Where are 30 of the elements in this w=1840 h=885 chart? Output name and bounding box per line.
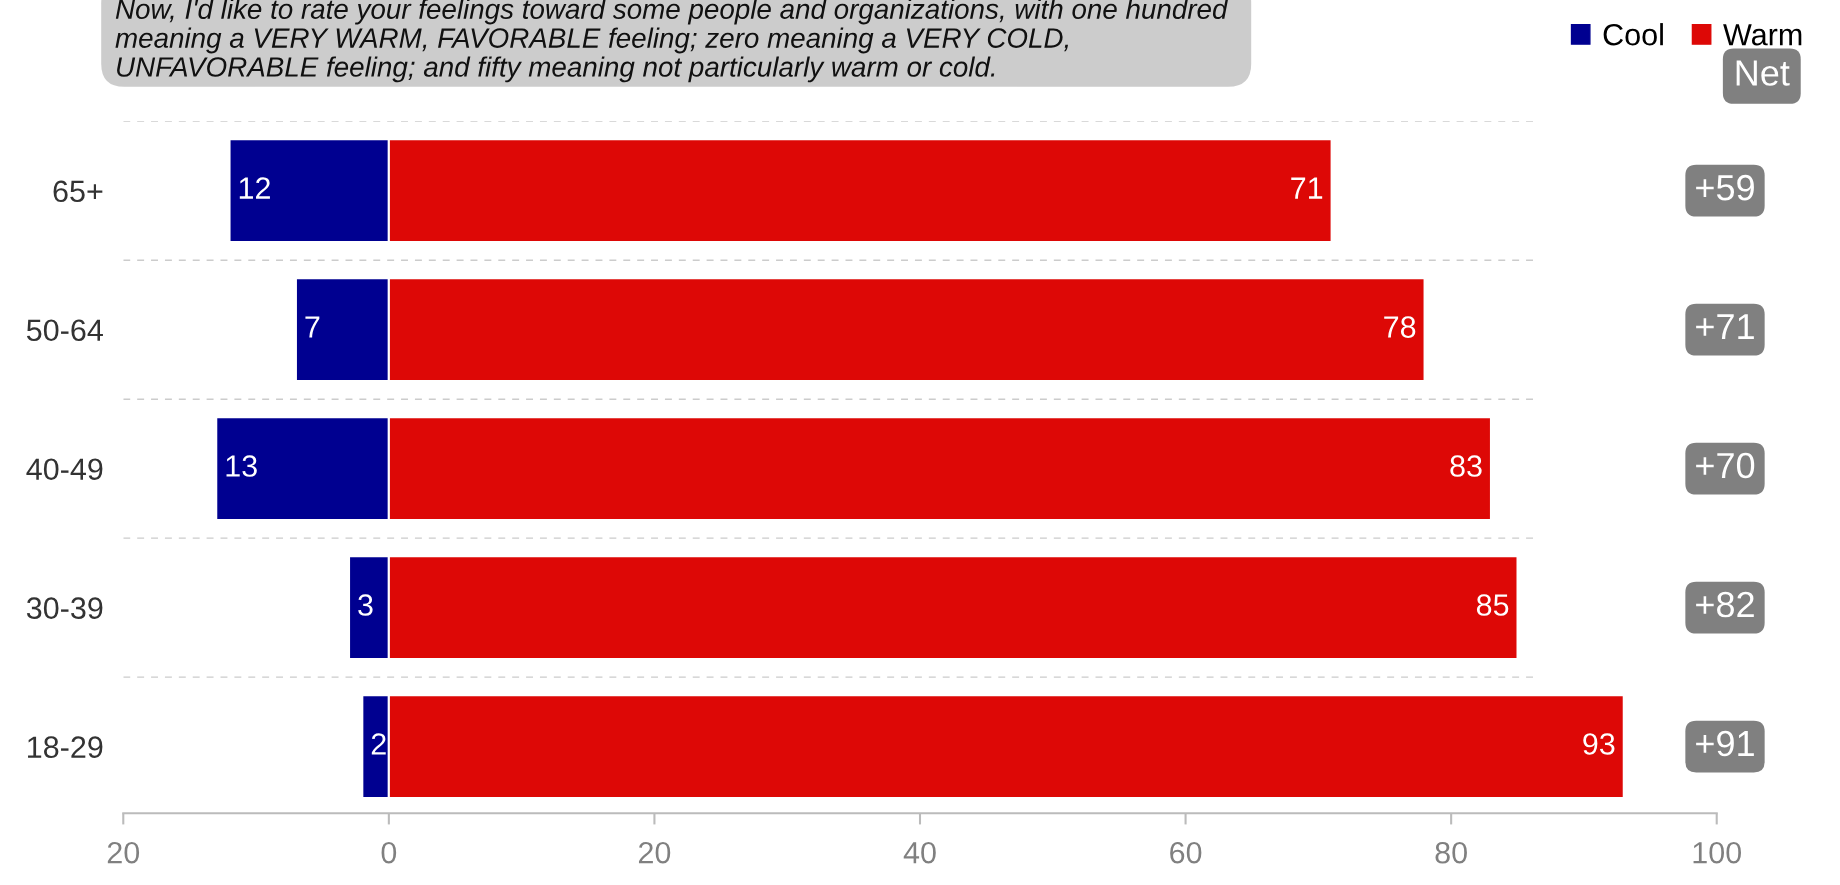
x-tick-label: 100: [1693, 841, 1742, 864]
annotation: +82: [1696, 591, 1754, 618]
data-label: 2: [371, 733, 386, 755]
x-tick-label: 20: [638, 841, 671, 864]
x-tick-label: 0: [381, 841, 397, 864]
data-label: 7: [305, 316, 320, 338]
data-label: 12: [239, 177, 270, 199]
x-tick-label: 60: [1170, 841, 1202, 864]
x-tick-label: 80: [1435, 841, 1467, 864]
data-label: 71: [1291, 177, 1323, 199]
annotation: +71: [1696, 314, 1754, 340]
data-label: 83: [1450, 455, 1482, 477]
annotation: +91: [1696, 730, 1754, 757]
y-tick-label: 50-64: [26, 319, 103, 342]
data-label: 85: [1476, 594, 1509, 616]
y-tick-label: 65+: [53, 180, 103, 203]
y-tick-label: 30-39: [26, 597, 103, 620]
annotation: +59: [1696, 174, 1754, 201]
text: Warm: [1723, 24, 1802, 46]
data-label: 3: [358, 594, 373, 616]
y-tick-label: 18-29: [28, 736, 103, 758]
y-tick-label: 40-49: [26, 458, 103, 481]
legend-label: Cool: [1603, 23, 1663, 46]
x-tick-label: 20: [107, 841, 140, 864]
x-tick-label: 40: [903, 841, 936, 864]
data-label: 13: [226, 455, 257, 477]
data-label: 78: [1384, 316, 1416, 338]
text: Net: [1736, 60, 1790, 86]
annotation: +70: [1696, 452, 1755, 479]
data-label: 93: [1583, 733, 1615, 755]
